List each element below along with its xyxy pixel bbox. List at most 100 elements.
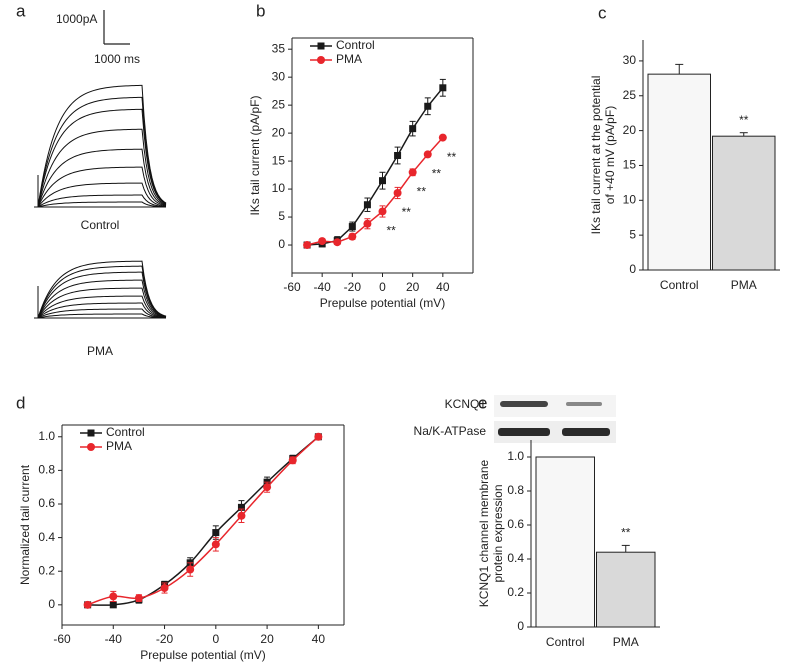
series-line — [87, 436, 319, 606]
x-tick-label: -20 — [344, 280, 362, 294]
y-tick-label: 15 — [623, 158, 637, 172]
point — [288, 456, 297, 465]
y-axis-label: Normalized tail current — [18, 464, 32, 585]
legend-marker — [317, 42, 325, 50]
y-axis-label: KCNQ1 channel membrane — [477, 459, 491, 607]
x-tick-label: 40 — [436, 280, 450, 294]
trace — [34, 148, 167, 208]
trace — [34, 260, 167, 319]
annotation: ** — [432, 167, 442, 181]
y-tick-label: 5 — [629, 227, 636, 241]
point — [83, 600, 92, 609]
y-tick-label: 0 — [48, 597, 55, 611]
point — [303, 241, 312, 250]
annotation: ** — [739, 113, 749, 127]
legend-label: Control — [106, 425, 145, 439]
trace — [34, 313, 167, 319]
x-tick-label: Control — [546, 635, 585, 649]
panel-label: a — [16, 1, 26, 20]
trace-label: PMA — [87, 344, 113, 358]
y-tick-label: 10 — [272, 181, 286, 195]
x-tick-label: 0 — [379, 280, 386, 294]
point — [363, 201, 371, 209]
y-tick-label: 0.2 — [507, 585, 524, 599]
point — [363, 219, 372, 228]
trace — [34, 302, 167, 319]
x-tick-label: PMA — [731, 278, 757, 292]
x-axis-label: Prepulse potential (mV) — [320, 296, 445, 310]
y-tick-label: 0.8 — [38, 463, 55, 477]
trace — [34, 84, 167, 208]
point — [314, 432, 323, 441]
legend-marker — [87, 443, 95, 451]
point — [348, 223, 356, 231]
trace — [34, 182, 167, 208]
legend-label: PMA — [106, 439, 132, 453]
trace — [34, 279, 167, 319]
panel-label: b — [256, 1, 265, 20]
x-tick-label: -20 — [156, 632, 174, 646]
x-tick-label: -40 — [105, 632, 123, 646]
trace — [34, 295, 167, 319]
point — [438, 133, 447, 142]
y-tick-label: 0 — [517, 619, 524, 633]
y-tick-label: 35 — [272, 41, 286, 55]
y-tick-label: 20 — [623, 123, 637, 137]
y-tick-label: 0.4 — [38, 530, 55, 544]
panel-label: e — [478, 393, 487, 412]
x-tick-label: -40 — [313, 280, 331, 294]
x-axis-label: Prepulse potential (mV) — [140, 648, 265, 662]
point — [408, 168, 417, 177]
y-tick-label: 0.6 — [507, 517, 524, 531]
legend-marker — [317, 56, 325, 64]
series-line — [87, 436, 319, 606]
blot-label: KCNQ1 — [445, 397, 487, 411]
point — [318, 237, 327, 246]
x-tick-label: 40 — [312, 632, 326, 646]
annotation: ** — [402, 205, 412, 219]
x-tick-label: -60 — [53, 632, 71, 646]
x-tick-label: 20 — [406, 280, 420, 294]
panel-label: c — [598, 3, 607, 22]
point — [263, 483, 272, 492]
x-tick-label: 20 — [260, 632, 274, 646]
annotation: ** — [447, 150, 457, 164]
y-axis-label: of +40 mV (pA/pF) — [603, 106, 617, 204]
point — [212, 529, 220, 537]
point — [186, 565, 195, 574]
x-tick-label: PMA — [613, 635, 639, 649]
series-line — [306, 137, 444, 246]
x-tick-label: 0 — [212, 632, 219, 646]
y-tick-label: 25 — [272, 97, 286, 111]
y-tick-label: 0.4 — [507, 551, 524, 565]
bar — [647, 73, 711, 271]
point — [378, 207, 387, 216]
bar — [596, 551, 656, 628]
trace — [34, 265, 167, 319]
blot-label: Na/K-ATPase — [414, 424, 487, 438]
legend-marker — [87, 429, 95, 437]
y-tick-label: 1.0 — [38, 429, 55, 443]
point — [394, 152, 402, 159]
point — [134, 594, 143, 603]
point — [409, 125, 417, 133]
point — [160, 584, 169, 593]
point — [393, 188, 402, 197]
trace-label: Control — [81, 218, 120, 232]
point — [333, 238, 342, 247]
point — [109, 601, 117, 609]
trace — [34, 194, 167, 208]
point — [424, 102, 432, 110]
trace — [34, 201, 167, 208]
point — [237, 511, 246, 520]
point — [439, 84, 447, 92]
point — [379, 177, 386, 185]
annotation: ** — [417, 184, 427, 198]
y-tick-label: 0.8 — [507, 483, 524, 497]
y-tick-label: 5 — [278, 209, 285, 223]
x-tick-label: -60 — [283, 280, 301, 294]
scale-current: 1000pA — [56, 12, 97, 26]
trace — [34, 287, 167, 319]
legend-label: Control — [336, 38, 375, 52]
